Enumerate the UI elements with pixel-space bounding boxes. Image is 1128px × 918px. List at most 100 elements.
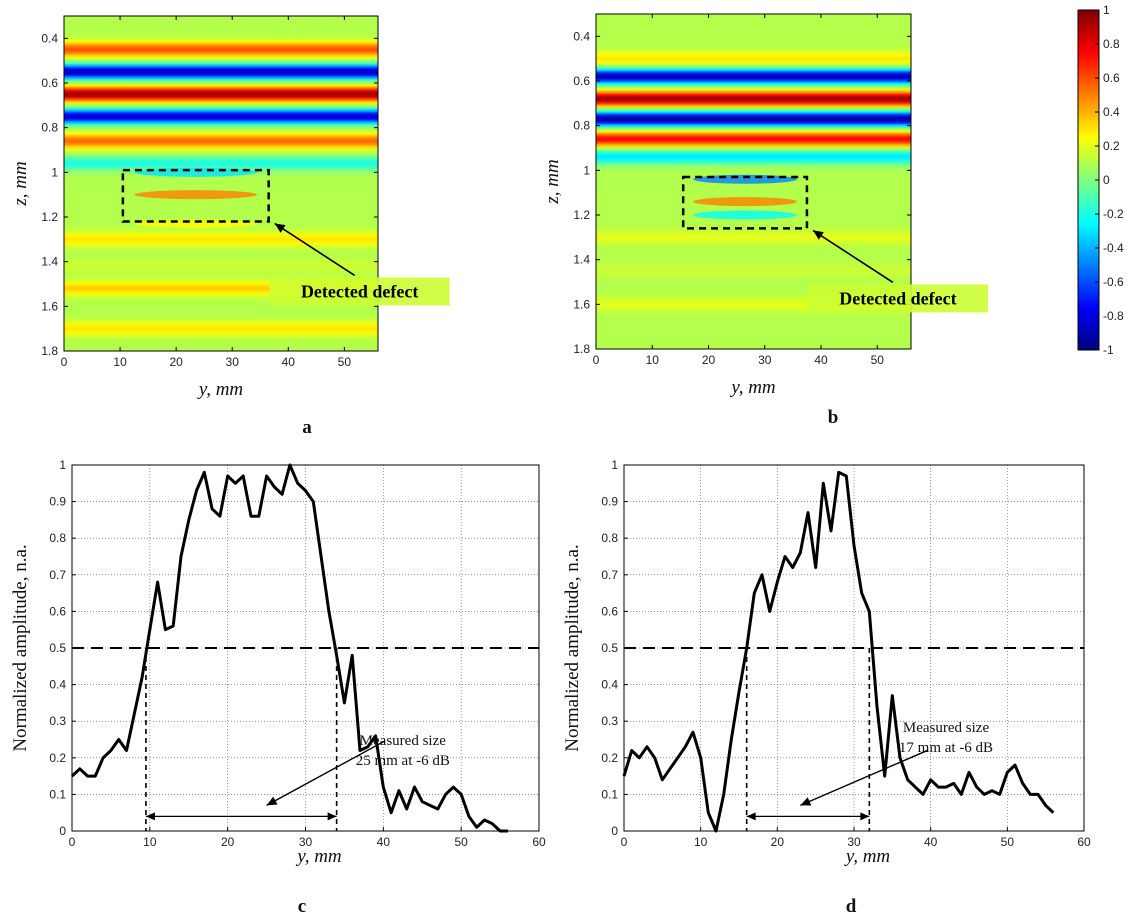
y-axis-label: z, mm bbox=[542, 159, 563, 204]
annotation-pointer-head bbox=[266, 796, 278, 806]
x-tick-label: 40 bbox=[377, 835, 391, 849]
annotation-detected-defect: Detected defect bbox=[839, 288, 956, 308]
y-tick-label: 0.8 bbox=[41, 121, 58, 135]
colorbar-tick-label: 0.2 bbox=[1103, 139, 1120, 153]
colorbar: 1 0.8 0.6 0.4 0.2 0 -0.2 -0.4 -0.6 -0.8 -1 bbox=[1077, 3, 1124, 357]
y-tick-label: 1.2 bbox=[41, 210, 58, 224]
y-tick-label: 1 bbox=[611, 458, 618, 472]
arrowhead-right bbox=[860, 812, 870, 821]
x-tick-label: 20 bbox=[702, 353, 716, 367]
y-tick-label: 1.8 bbox=[573, 342, 590, 356]
x-tick-label: 60 bbox=[1077, 835, 1091, 849]
x-tick-label: 20 bbox=[169, 355, 183, 369]
y-tick-label: 1 bbox=[51, 165, 58, 179]
x-tick-label: 40 bbox=[282, 355, 296, 369]
x-tick-label: 50 bbox=[454, 835, 468, 849]
x-tick-label: 50 bbox=[1001, 835, 1015, 849]
x-tick-label: 10 bbox=[113, 355, 127, 369]
annotation-arrowhead bbox=[812, 230, 824, 240]
y-tick-label: 0.8 bbox=[601, 531, 618, 545]
x-tick-label: 60 bbox=[532, 835, 546, 849]
heatmap-frame bbox=[595, 13, 912, 350]
x-tick-label: 50 bbox=[338, 355, 352, 369]
x-tick-label: 30 bbox=[847, 835, 861, 849]
colorbar-tick-label: 0.4 bbox=[1103, 105, 1120, 119]
y-tick-label: 1.6 bbox=[41, 299, 58, 313]
annotation-arrowhead bbox=[274, 223, 286, 233]
x-tick-label: 10 bbox=[143, 835, 157, 849]
annotation-detected-defect: Detected defect bbox=[301, 281, 418, 301]
y-tick-label: 1 bbox=[583, 163, 590, 177]
defect-signal-streak bbox=[134, 190, 257, 200]
colorbar-tick-label: 0 bbox=[1103, 173, 1110, 187]
y-tick-label: 1.2 bbox=[573, 208, 590, 222]
x-tick-label: 50 bbox=[871, 353, 885, 367]
colorbar-tick-label: -1 bbox=[1103, 343, 1114, 357]
annotation-measured-size: Measured size bbox=[360, 733, 447, 749]
annotation-measured-size: Measured size bbox=[903, 720, 990, 736]
y-tick-label: 0.4 bbox=[41, 31, 58, 45]
y-tick-label: 0.6 bbox=[49, 604, 66, 618]
colorbar-tick-label: 0.8 bbox=[1103, 37, 1120, 51]
annotation-size-value: 25 mm at -6 dB bbox=[356, 753, 450, 769]
x-axis-label: y, mm bbox=[295, 846, 341, 867]
defect-box bbox=[681, 175, 809, 230]
y-tick-label: 0.9 bbox=[601, 495, 618, 509]
x-axis-label: y, mm bbox=[729, 377, 775, 398]
y-tick-label: 0.2 bbox=[49, 751, 66, 765]
x-tick-label: 20 bbox=[221, 835, 235, 849]
y-axis-label: z, mm bbox=[10, 161, 31, 206]
y-tick-label: 0.6 bbox=[573, 74, 590, 88]
x-tick-label: 0 bbox=[621, 835, 628, 849]
defect-box bbox=[121, 168, 270, 223]
amplitude-profile-line bbox=[70, 463, 508, 833]
defect-signal-streak bbox=[693, 197, 798, 207]
panel-label-c: c bbox=[298, 896, 306, 917]
annotation-pointer-head bbox=[800, 797, 812, 806]
y-tick-label: 0.4 bbox=[601, 678, 618, 692]
y-tick-label: 0 bbox=[59, 824, 66, 838]
x-tick-label: 30 bbox=[226, 355, 240, 369]
arrowhead-left bbox=[746, 812, 756, 821]
y-tick-label: 0.4 bbox=[49, 678, 66, 692]
y-tick-label: 0.3 bbox=[49, 714, 66, 728]
x-tick-label: 0 bbox=[61, 355, 68, 369]
x-tick-label: 30 bbox=[299, 835, 313, 849]
y-tick-label: 0.1 bbox=[49, 787, 66, 801]
y-tick-label: 0.4 bbox=[573, 29, 590, 43]
x-tick-label: 0 bbox=[69, 835, 76, 849]
arrowhead-right bbox=[327, 812, 337, 821]
panel-label-a: a bbox=[302, 417, 312, 438]
y-tick-label: 0.8 bbox=[573, 119, 590, 133]
defect-signal-streak bbox=[693, 210, 798, 220]
panel-label-b: b bbox=[828, 407, 839, 428]
y-tick-label: 0.6 bbox=[601, 604, 618, 618]
annotation-backdrop bbox=[269, 277, 450, 306]
y-axis-label: Normalized amplitude, n.a. bbox=[562, 544, 583, 751]
heatmap-frame bbox=[63, 15, 379, 352]
amplitude-profile-line bbox=[622, 470, 1055, 833]
y-axis-label: Normalized amplitude, n.a. bbox=[10, 544, 31, 751]
colorbar-tick-label: -0.4 bbox=[1103, 241, 1124, 255]
y-tick-label: 0.5 bbox=[601, 641, 618, 655]
y-tick-label: 1 bbox=[59, 458, 66, 472]
y-tick-label: 0.7 bbox=[49, 568, 66, 582]
heatmap-b: 0 10 20 30 40 50 0.4 0.6 0.8 1 1.2 1.4 1.6 1.8 y, mm z,… bbox=[542, 13, 988, 398]
y-tick-label: 0.7 bbox=[601, 568, 618, 582]
y-tick-label: 1.4 bbox=[573, 253, 590, 267]
x-tick-label: 40 bbox=[924, 835, 938, 849]
y-tick-label: 0.9 bbox=[49, 495, 66, 509]
x-tick-label: 0 bbox=[593, 353, 600, 367]
annotation-size-value: 17 mm at -6 dB bbox=[899, 740, 993, 756]
y-tick-label: 0.1 bbox=[601, 787, 618, 801]
x-tick-label: 30 bbox=[758, 353, 772, 367]
colorbar-tick-label: -0.2 bbox=[1103, 207, 1124, 221]
annotation-pointer bbox=[266, 740, 386, 806]
x-tick-label: 20 bbox=[771, 835, 785, 849]
y-tick-label: 0.6 bbox=[41, 76, 58, 90]
y-tick-label: 1.6 bbox=[573, 297, 590, 311]
x-tick-label: 40 bbox=[814, 353, 828, 367]
annotation-arrow bbox=[812, 229, 894, 284]
y-tick-label: 0.3 bbox=[601, 714, 618, 728]
